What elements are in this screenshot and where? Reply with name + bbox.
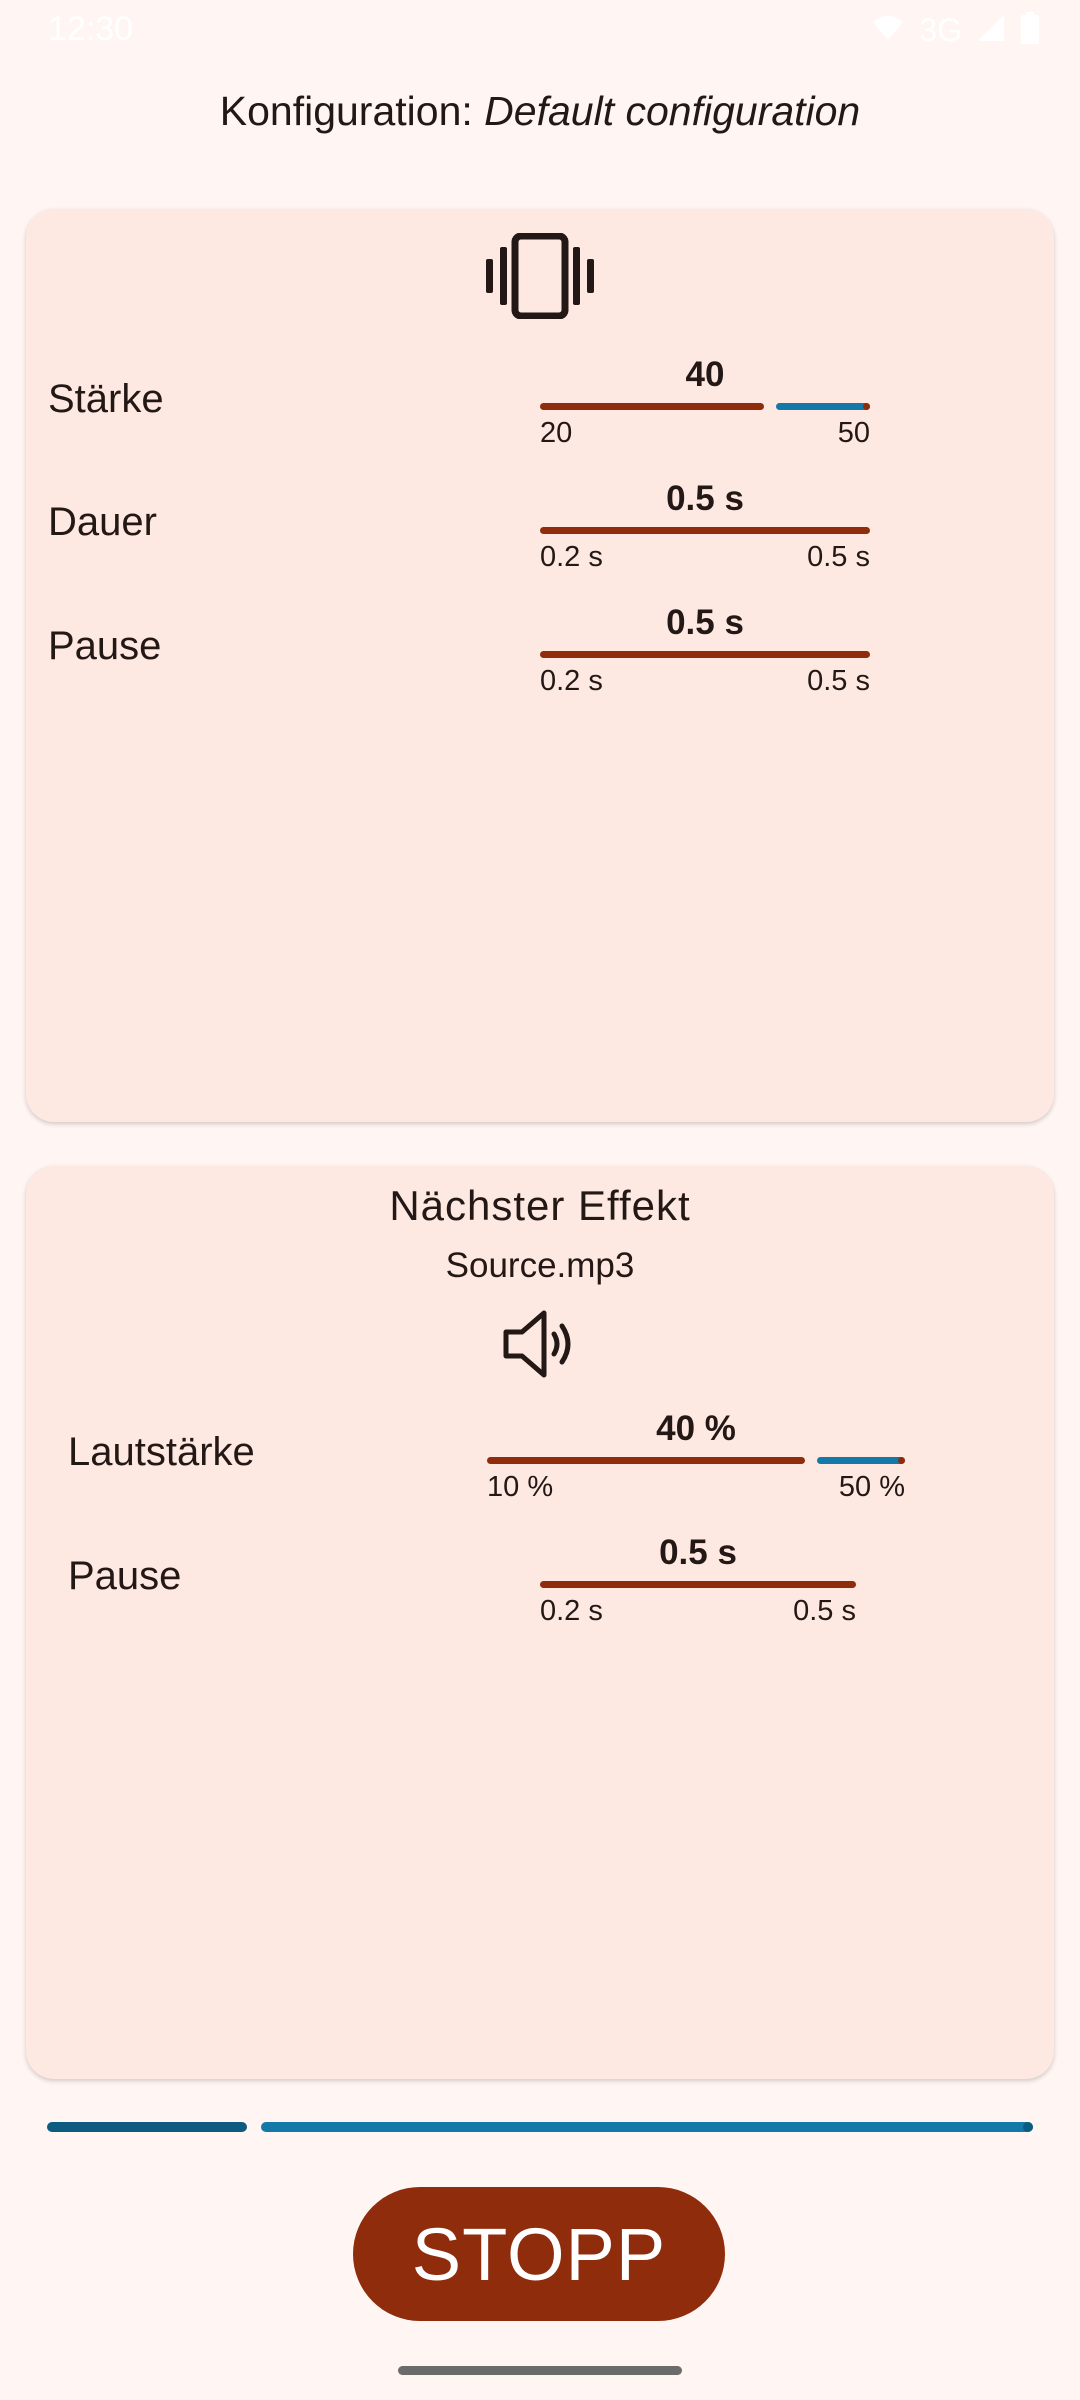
sound-pause-max: 0.5 s [793,1595,856,1627]
duration-value: 0.5 s [666,479,744,518]
vibration-card: Stärke 40 20 50 Dauer 0.5 s 0.2 s 0.5 s … [26,209,1054,1122]
strength-label: Stärke [48,377,164,421]
vibration-icon [484,232,596,324]
strength-track-inactive [776,403,870,410]
sound-pause-slider[interactable]: 0.5 s 0.2 s 0.5 s [540,1533,856,1633]
vibration-pause-track[interactable] [540,651,870,658]
playback-progress [47,2122,1033,2132]
progress-remaining [261,2122,1033,2132]
next-effect-heading: Nächster Effekt [389,1182,691,1229]
sound-pause-min: 0.2 s [540,1595,603,1627]
strength-track-active [540,403,764,410]
page-title: Konfiguration: Default configuration [0,88,1080,135]
sound-pause-track[interactable] [540,1581,856,1588]
volume-track-inactive [817,1457,905,1464]
duration-track[interactable] [540,527,870,534]
strength-min: 20 [540,417,573,449]
status-time: 12:30 [48,10,134,48]
duration-slider[interactable]: 0.5 s 0.2 s 0.5 s [540,479,870,579]
duration-min: 0.2 s [540,541,603,573]
vibration-pause-slider[interactable]: 0.5 s 0.2 s 0.5 s [540,603,870,703]
stop-button[interactable]: STOPP [353,2187,725,2321]
strength-value: 40 [685,355,725,394]
sound-pause-label: Pause [68,1554,182,1598]
config-label: Konfiguration: [219,88,473,134]
volume-track[interactable] [487,1457,905,1464]
config-name: Default configuration [484,88,861,134]
vibration-pause-track-active [540,651,870,658]
volume-max: 50 % [838,1471,905,1503]
vibration-pause-value: 0.5 s [666,603,744,642]
status-bar: 12:30 3G [0,0,1080,62]
volume-slider[interactable]: 40 % 10 % 50 % [487,1409,905,1509]
vibration-pause-label: Pause [48,624,162,668]
strength-slider[interactable]: 40 20 50 [540,355,870,455]
battery-icon [1020,12,1040,49]
wifi-icon [871,14,905,47]
duration-max: 0.5 s [807,541,870,573]
sound-card: Nächster Effekt Source.mp3 Lautstärke 40… [26,1166,1054,2079]
volume-track-end [898,1457,905,1464]
duration-label: Dauer [48,500,157,544]
vibration-pause-min: 0.2 s [540,665,603,697]
progress-filled [47,2122,247,2132]
strength-track-end [863,403,870,410]
signal-icon [976,13,1006,48]
network-type: 3G [919,12,962,48]
home-indicator[interactable] [398,2366,682,2375]
volume-label: Lautstärke [68,1430,255,1474]
strength-max: 50 [837,417,870,449]
volume-min: 10 % [487,1471,554,1503]
sound-pause-value: 0.5 s [659,1533,737,1572]
vibration-pause-max: 0.5 s [807,665,870,697]
progress-end [1023,2122,1033,2132]
strength-track[interactable] [540,403,870,410]
speaker-icon [500,1308,580,1385]
status-icons: 3G [871,12,1040,49]
duration-track-active [540,527,870,534]
effect-file-name: Source.mp3 [445,1246,635,1285]
sound-pause-track-active [540,1581,856,1588]
volume-track-active [487,1457,805,1464]
volume-value: 40 % [656,1409,736,1448]
